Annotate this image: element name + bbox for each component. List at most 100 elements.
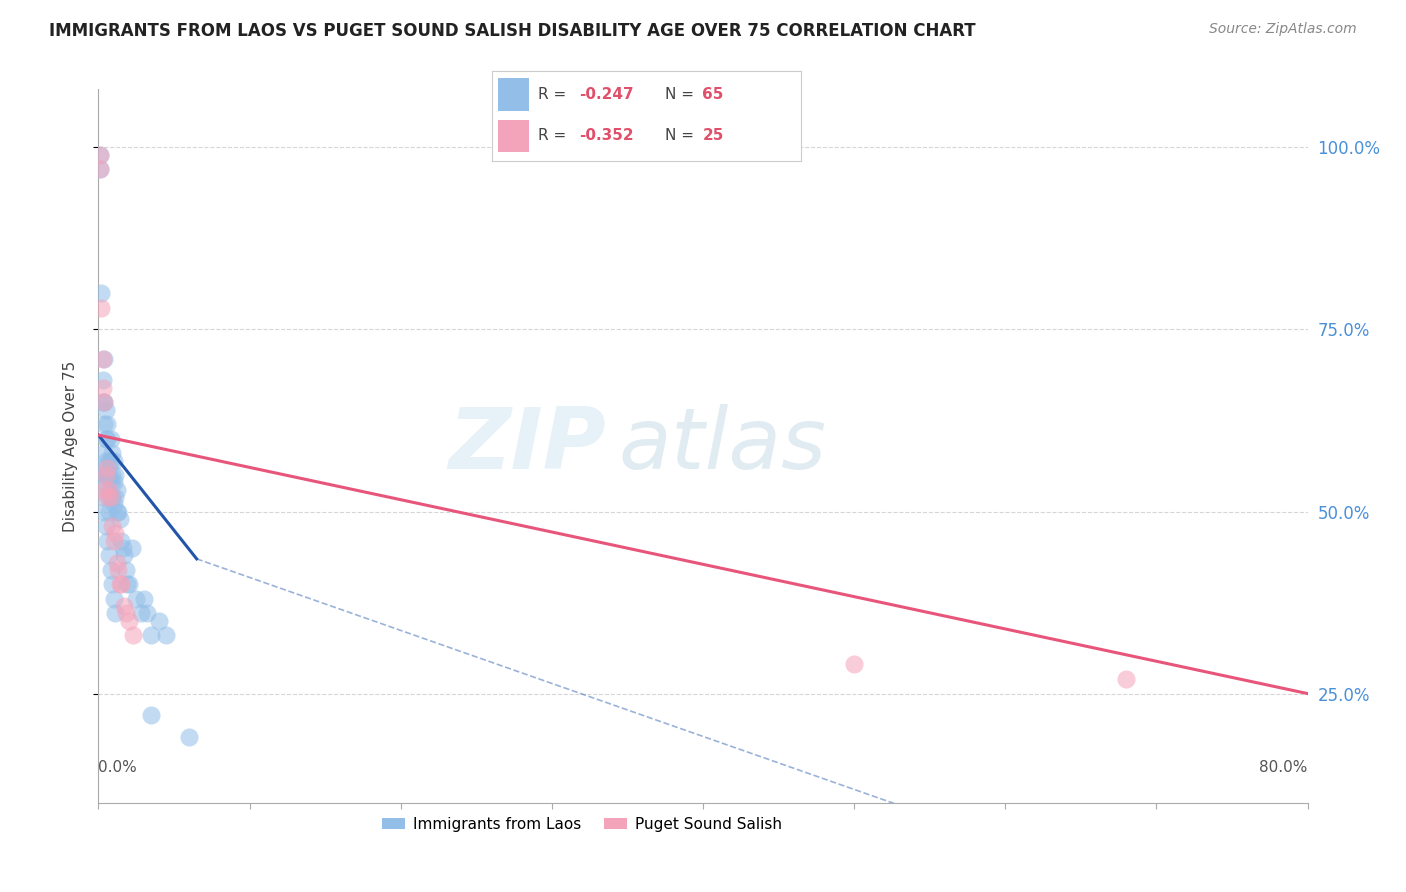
Point xyxy=(98,490,121,504)
Point xyxy=(93,351,115,366)
Point xyxy=(91,381,114,395)
Bar xyxy=(498,120,529,152)
Point xyxy=(101,446,124,460)
Point xyxy=(141,628,163,642)
Point xyxy=(93,483,115,497)
Point xyxy=(118,614,141,628)
Legend: Immigrants from Laos, Puget Sound Salish: Immigrants from Laos, Puget Sound Salish xyxy=(377,811,787,838)
Point xyxy=(94,453,117,467)
Point xyxy=(91,490,114,504)
Point xyxy=(98,548,121,562)
Point xyxy=(103,533,125,548)
Point xyxy=(96,483,118,497)
Point xyxy=(89,147,111,161)
Text: ZIP: ZIP xyxy=(449,404,606,488)
Text: 0.0%: 0.0% xyxy=(98,760,138,775)
Point xyxy=(112,599,135,614)
Text: 80.0%: 80.0% xyxy=(1260,760,1308,775)
Text: R =: R = xyxy=(538,87,572,102)
Point xyxy=(103,475,125,490)
Point xyxy=(115,577,138,591)
Text: atlas: atlas xyxy=(619,404,827,488)
Point xyxy=(100,475,122,490)
Y-axis label: Disability Age Over 75: Disability Age Over 75 xyxy=(63,360,77,532)
Point xyxy=(104,526,127,541)
Point xyxy=(91,395,114,409)
Point xyxy=(101,468,124,483)
Point xyxy=(103,497,125,511)
Point xyxy=(89,147,111,161)
Point xyxy=(94,468,117,483)
Point xyxy=(155,628,177,642)
Point xyxy=(100,453,122,467)
Point xyxy=(114,607,136,621)
Text: IMMIGRANTS FROM LAOS VS PUGET SOUND SALISH DISABILITY AGE OVER 75 CORRELATION CH: IMMIGRANTS FROM LAOS VS PUGET SOUND SALI… xyxy=(49,22,976,40)
Point xyxy=(103,453,125,467)
Text: R =: R = xyxy=(538,128,572,143)
Point xyxy=(93,395,115,409)
Point xyxy=(100,432,122,446)
Point xyxy=(98,468,121,483)
Point xyxy=(100,563,122,577)
Point xyxy=(101,519,124,533)
Point xyxy=(91,460,114,475)
Point xyxy=(104,607,127,621)
Point xyxy=(93,417,115,432)
Point xyxy=(148,614,170,628)
Text: -0.352: -0.352 xyxy=(579,128,633,143)
Point xyxy=(111,541,134,555)
Point xyxy=(114,563,136,577)
Point xyxy=(129,607,152,621)
Point xyxy=(108,512,131,526)
Text: 65: 65 xyxy=(703,87,724,102)
Point xyxy=(94,432,117,446)
Point xyxy=(94,402,117,417)
Point xyxy=(141,708,163,723)
Text: N =: N = xyxy=(665,128,699,143)
Point xyxy=(100,490,122,504)
Point xyxy=(98,483,121,497)
Point xyxy=(179,731,201,745)
Point xyxy=(135,607,157,621)
Point xyxy=(112,548,135,562)
Point xyxy=(107,504,129,518)
Point xyxy=(105,483,128,497)
Point xyxy=(96,533,118,548)
Text: -0.247: -0.247 xyxy=(579,87,633,102)
Point xyxy=(96,490,118,504)
Point xyxy=(110,533,132,548)
Point xyxy=(121,541,143,555)
Point xyxy=(122,628,145,642)
Point xyxy=(100,490,122,504)
Point xyxy=(107,563,129,577)
Text: Source: ZipAtlas.com: Source: ZipAtlas.com xyxy=(1209,22,1357,37)
Point xyxy=(104,490,127,504)
Point xyxy=(98,504,121,518)
Point xyxy=(104,468,127,483)
Point xyxy=(93,504,115,518)
Point xyxy=(105,556,128,570)
Point xyxy=(96,460,118,475)
Point xyxy=(90,286,112,301)
Point xyxy=(94,468,117,483)
Point xyxy=(98,453,121,467)
Point xyxy=(96,417,118,432)
Bar xyxy=(498,78,529,111)
Point xyxy=(93,395,115,409)
Point xyxy=(110,577,132,591)
Point xyxy=(94,519,117,533)
Point xyxy=(91,374,114,388)
Point xyxy=(91,351,114,366)
Point xyxy=(89,162,111,177)
Point xyxy=(844,657,866,672)
Point xyxy=(90,468,112,483)
Point xyxy=(94,475,117,490)
Point xyxy=(96,432,118,446)
Point xyxy=(118,577,141,591)
Text: N =: N = xyxy=(665,87,699,102)
Point xyxy=(125,591,148,606)
Point xyxy=(96,468,118,483)
Point xyxy=(132,591,155,606)
Point xyxy=(90,301,112,315)
Point xyxy=(93,446,115,460)
